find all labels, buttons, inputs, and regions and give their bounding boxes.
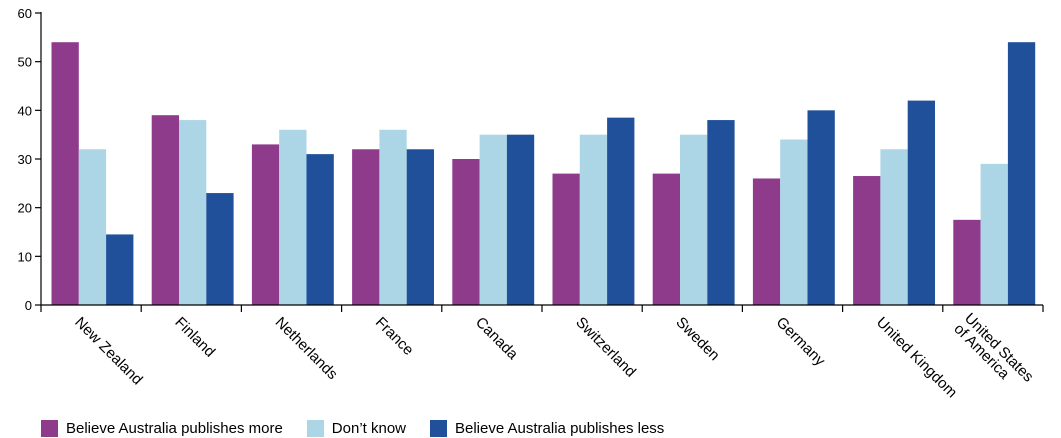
bar — [306, 154, 334, 305]
y-tick-label: 10 — [18, 249, 32, 264]
legend-label-dont-know: Don’t know — [331, 419, 406, 437]
legend-item-publishes-more: Believe Australia publishes more — [41, 419, 283, 437]
y-tick-label: 30 — [18, 152, 32, 167]
y-tick-label: 60 — [18, 6, 32, 21]
bar — [552, 173, 580, 305]
bar — [780, 139, 808, 305]
bar — [479, 134, 507, 305]
bar — [452, 159, 480, 305]
x-tick-label: Netherlands — [272, 314, 341, 383]
bar — [853, 176, 881, 305]
legend-item-publishes-less: Believe Australia publishes less — [430, 419, 665, 437]
legend-label-publishes-more: Believe Australia publishes more — [66, 419, 283, 437]
bar — [579, 134, 608, 305]
y-tick-label: 50 — [18, 55, 32, 70]
bar — [607, 117, 635, 305]
bar — [78, 149, 107, 305]
bar — [680, 134, 708, 305]
legend-label-publishes-less: Believe Australia publishes less — [455, 419, 665, 437]
x-tick-label: New Zealand — [71, 314, 146, 389]
bar — [406, 149, 434, 305]
bar — [151, 115, 179, 305]
bar — [880, 149, 908, 305]
y-tick-label: 20 — [18, 201, 32, 216]
x-tick-label: Finland — [171, 314, 218, 361]
x-tick-label: United Statesof America — [950, 310, 1036, 396]
bar — [206, 193, 234, 305]
x-tick-label: United Kingdom — [873, 314, 960, 401]
legend-swatch-publishes-more — [41, 419, 58, 437]
legend-swatch-publishes-less — [430, 419, 447, 437]
bar — [106, 234, 134, 305]
bar — [379, 129, 407, 305]
x-tick-label: France — [372, 314, 417, 359]
bar — [352, 149, 380, 305]
bars — [51, 42, 1036, 305]
y-axis: 0 10 20 30 40 50 60 — [18, 6, 42, 313]
bar — [752, 178, 781, 305]
bar — [980, 163, 1008, 305]
bar — [51, 42, 79, 305]
bar — [907, 100, 935, 305]
legend-item-dont-know: Don’t know — [306, 419, 406, 437]
bar — [1007, 42, 1036, 305]
x-tick-label: Canada — [472, 314, 522, 364]
y-tick-label: 40 — [18, 103, 32, 118]
legend: Believe Australia publishes more Don’t k… — [41, 418, 688, 438]
bar — [707, 120, 735, 305]
bar — [279, 129, 307, 305]
bar — [251, 144, 280, 305]
bar — [179, 120, 207, 305]
x-tick-label: Switzerland — [572, 314, 639, 381]
bar — [652, 173, 680, 305]
legend-swatch-dont-know — [306, 419, 324, 437]
bar — [953, 219, 981, 305]
bar — [807, 110, 835, 305]
x-tick-label: Sweden — [672, 314, 722, 364]
y-tick-label: 0 — [25, 298, 32, 313]
x-tick-label: Germany — [773, 314, 829, 370]
x-axis: New Zealand Finland Netherlands France Canad… — [40, 304, 1044, 401]
bar — [506, 134, 535, 305]
